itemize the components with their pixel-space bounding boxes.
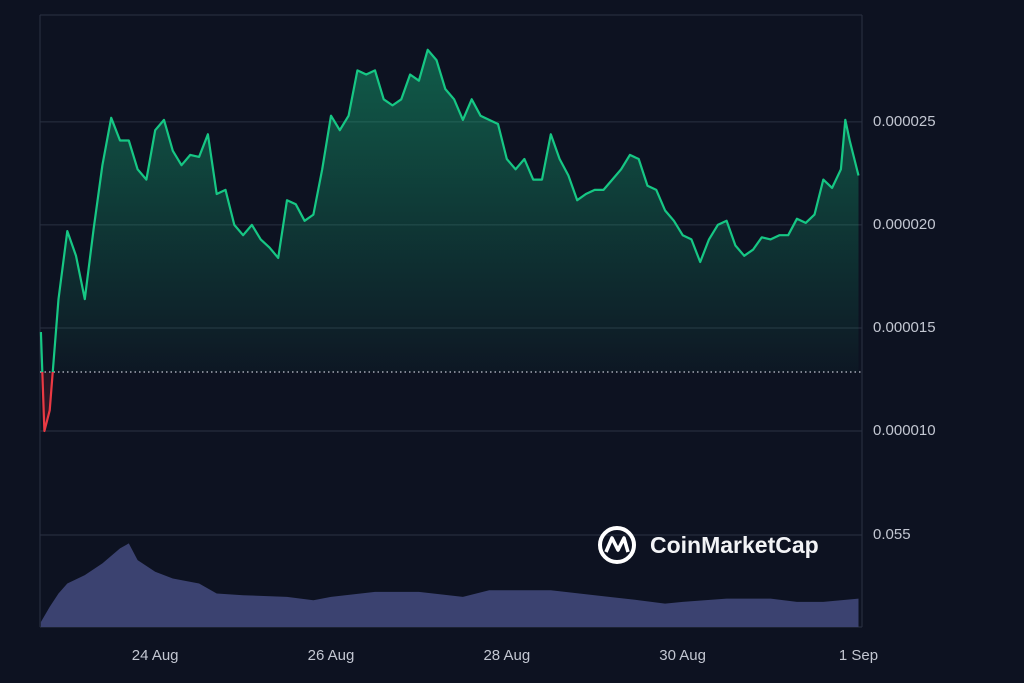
watermark-logo [598, 526, 636, 564]
y-tick-label: 0.000025 [873, 113, 936, 130]
y-tick-label: 0.000010 [873, 422, 936, 439]
x-tick-label: 1 Sep [839, 647, 878, 664]
x-tick-label: 30 Aug [659, 647, 706, 664]
volume-area [40, 543, 859, 627]
y-tick-label: 0.000015 [873, 319, 936, 336]
x-tick-label: 24 Aug [132, 647, 179, 664]
y-tick-label: 0.000020 [873, 216, 936, 233]
marks [39, 48, 862, 627]
x-tick-label: 28 Aug [483, 647, 530, 664]
y-tick-label: 0.055 [873, 526, 911, 543]
labels: 0.000010 0.000015 0.000020 0.000025 0.055 24 … [132, 113, 936, 664]
price-area [40, 49, 859, 432]
logo-ring [598, 526, 636, 564]
logo-mark [604, 536, 630, 553]
price-line [39, 48, 860, 433]
x-tick-label: 26 Aug [308, 647, 355, 664]
watermark: CoinMarketCap [650, 532, 819, 558]
